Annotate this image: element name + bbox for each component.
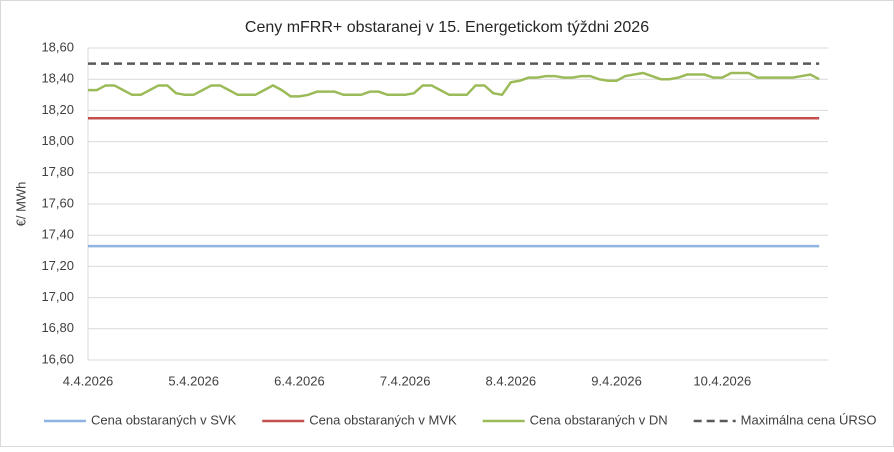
x-tick-label: 10.4.2026 [693,373,751,388]
y-tick-label: 18,20 [41,102,74,117]
y-tick-label: 17,80 [41,164,74,179]
x-tick-label: 4.4.2026 [63,373,114,388]
chart-title: Ceny mFRR+ obstaranej v 15. Energetickom… [245,19,649,36]
x-tick-label: 9.4.2026 [591,373,642,388]
legend-label: Cena obstaraných v MVK [309,412,457,427]
y-axis-label: €/ MWh [13,182,28,227]
x-tick-label: 7.4.2026 [380,373,431,388]
y-tick-label: 18,00 [41,133,74,148]
y-tick-label: 18,60 [41,39,74,54]
x-tick-label: 8.4.2026 [486,373,537,388]
y-tick-label: 17,40 [41,227,74,242]
x-tick-label: 6.4.2026 [274,373,325,388]
legend-label: Cena obstaraných v DN [530,412,668,427]
y-tick-label: 17,00 [41,289,74,304]
y-tick-label: 16,60 [41,351,74,366]
y-tick-label: 17,60 [41,195,74,210]
legend-label: Maximálna cena ÚRSO [741,412,877,427]
y-tick-label: 18,40 [41,71,74,86]
y-tick-label: 16,80 [41,320,74,335]
y-tick-label: 17,20 [41,258,74,273]
x-tick-label: 5.4.2026 [168,373,219,388]
series-line [88,71,820,98]
legend-label: Cena obstaraných v SVK [91,412,237,427]
